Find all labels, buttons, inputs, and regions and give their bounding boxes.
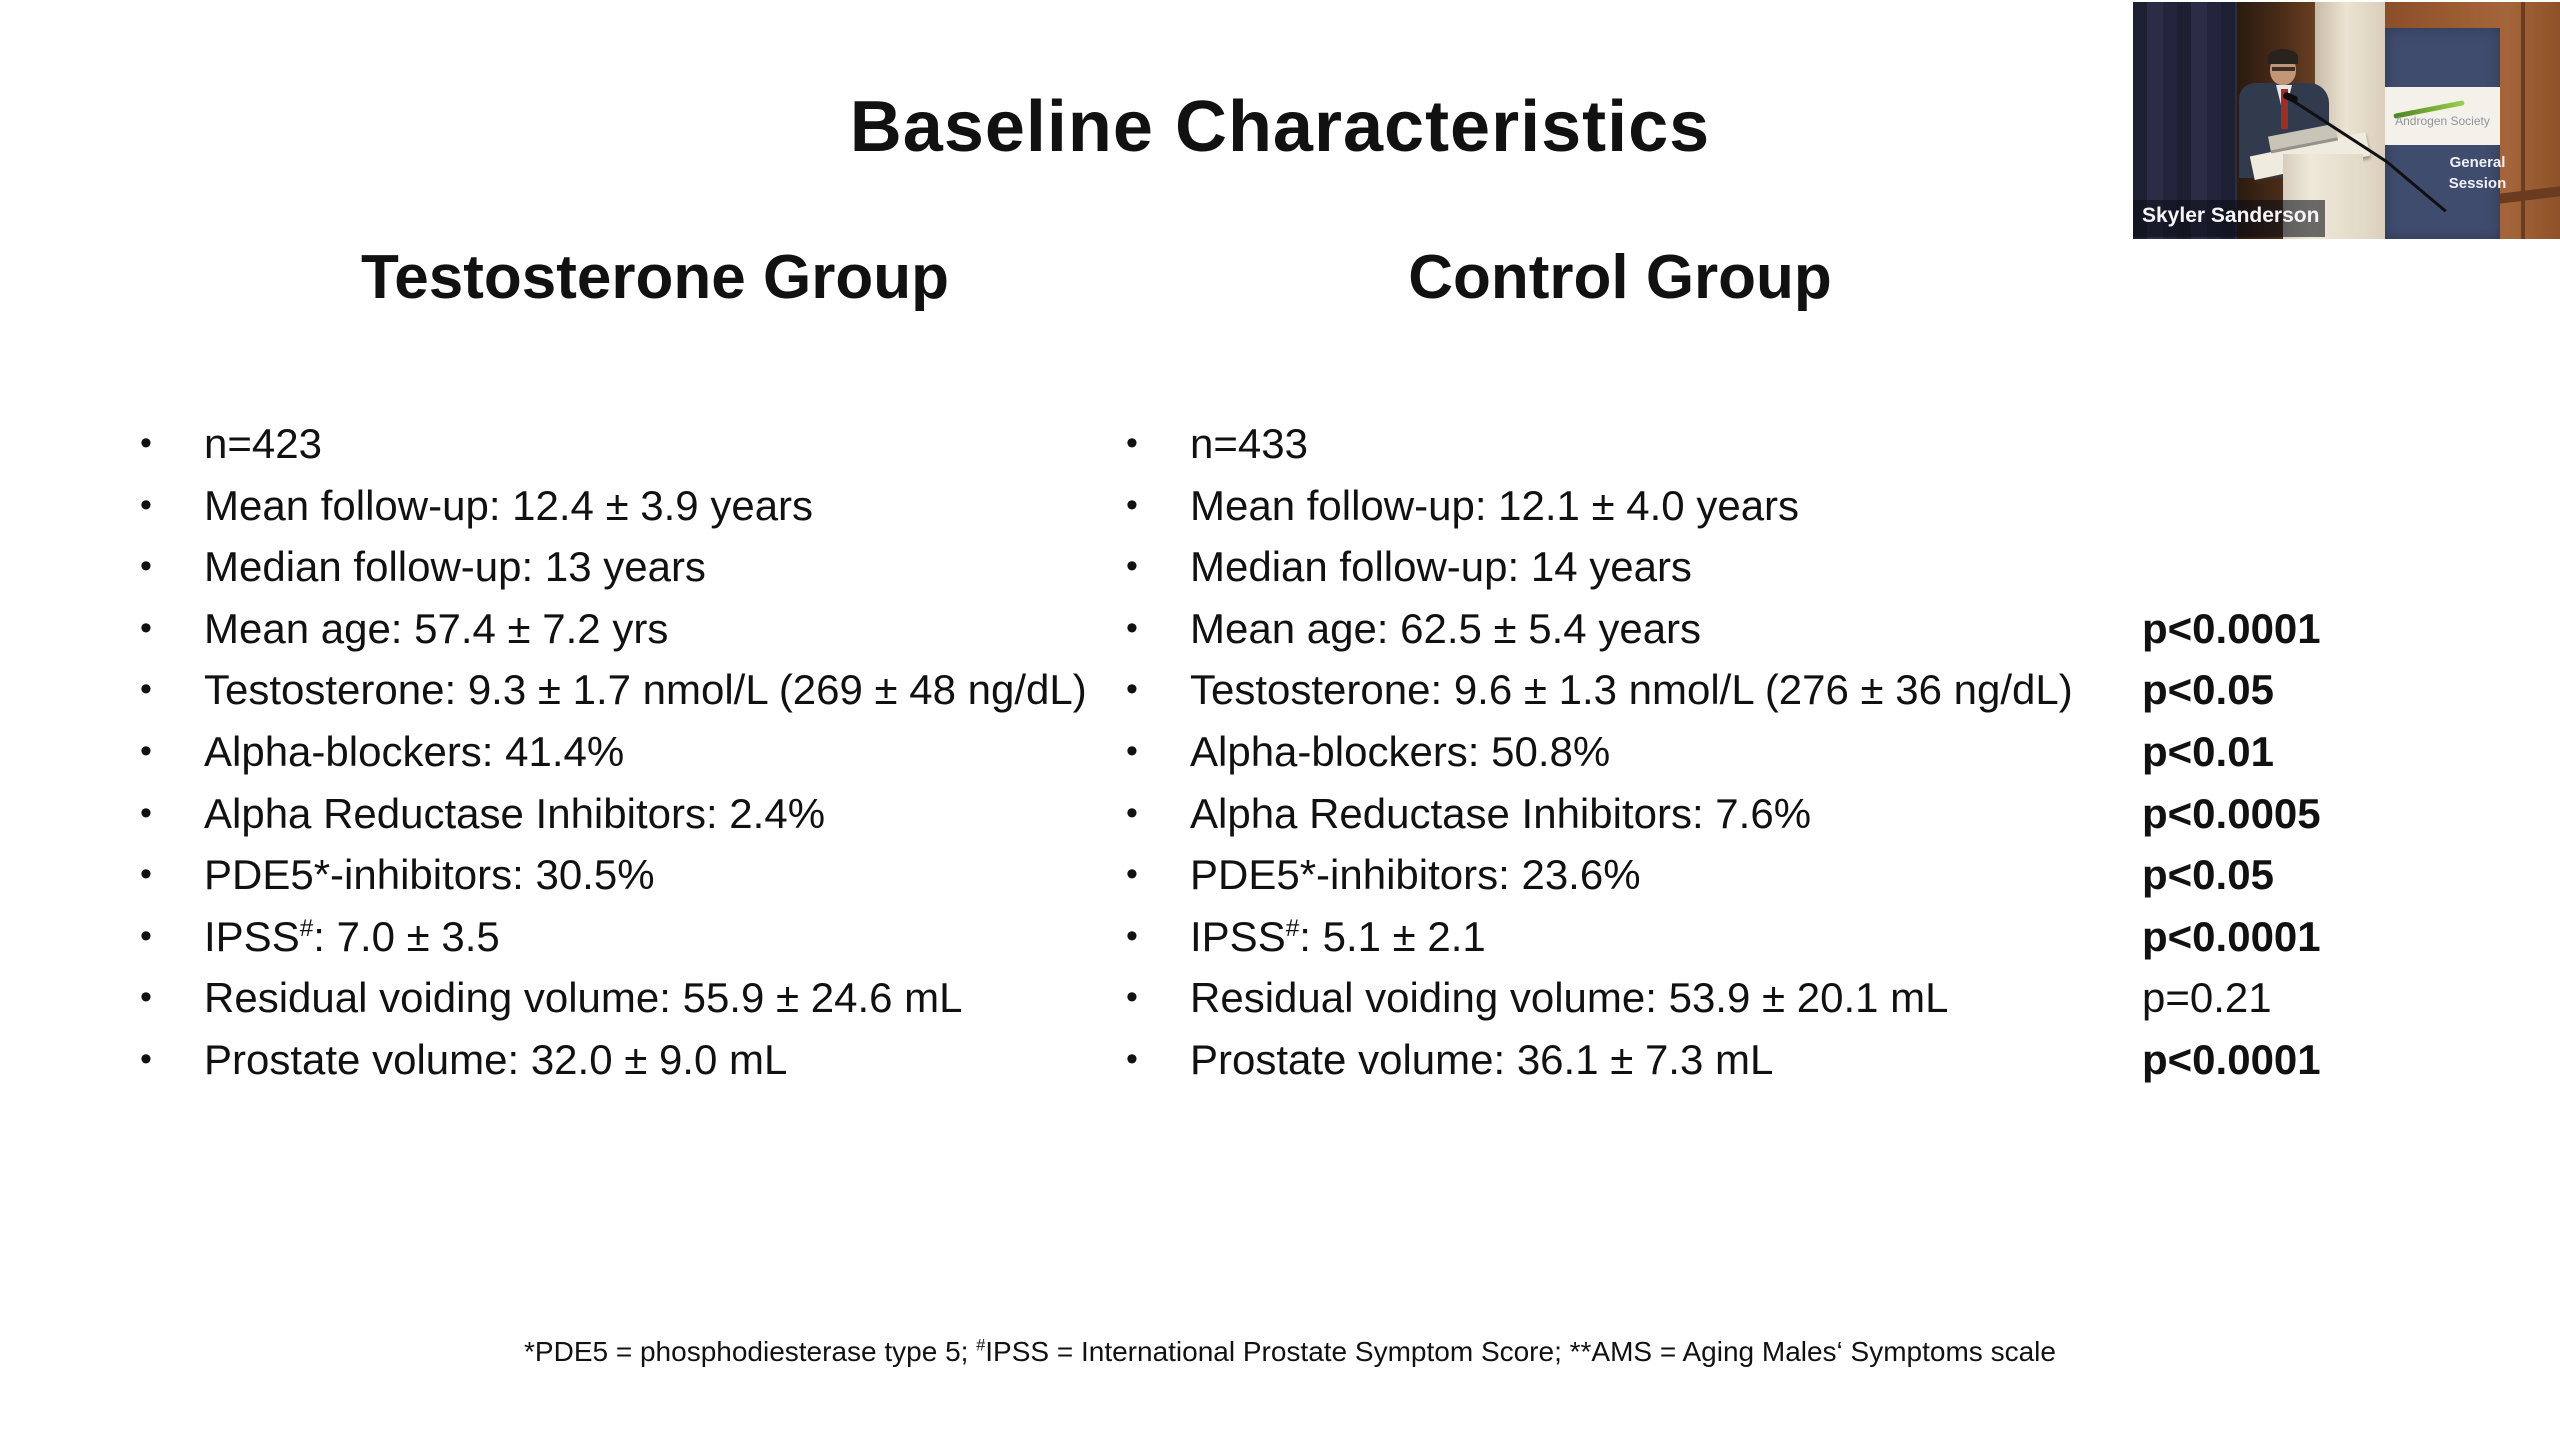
bullet-item: • Mean age: 62.5 ± 5.4 years	[1126, 598, 2073, 660]
bullet-icon: •	[1126, 608, 1138, 647]
bullet-item: • Testosterone: 9.6 ± 1.3 nmol/L (276 ± 3…	[1126, 659, 2073, 721]
column-heading-testosterone: Testosterone Group	[361, 243, 949, 312]
bullet-text: Mean age: 62.5 ± 5.4 years	[1190, 604, 1702, 652]
bullet-item: • Alpha Reductase Inhibitors: 2.4%	[140, 783, 1087, 845]
pvalue: p<0.05	[2142, 666, 2274, 714]
bullet-text: PDE5*-inhibitors: 23.6%	[1190, 851, 1641, 899]
bullet-item: • Median follow-up: 14 years	[1126, 536, 2073, 598]
bullet-icon: •	[1126, 916, 1138, 955]
wood-panel-seam	[2521, 2, 2525, 239]
bullet-item: • Residual voiding volume: 55.9 ± 24.6 mL	[140, 967, 1087, 1029]
bullet-icon: •	[140, 608, 152, 647]
testosterone-bullet-list: • n=423 • Mean follow-up: 12.4 ± 3.9 years •…	[140, 413, 1087, 1091]
pvalue: p<0.05	[2142, 851, 2274, 899]
pvalue-spacer	[2142, 536, 2321, 598]
bullet-icon: •	[140, 731, 152, 770]
bullet-item: • Prostate volume: 36.1 ± 7.3 mL	[1126, 1029, 2073, 1091]
bullet-item: • IPSS#: 7.0 ± 3.5	[140, 906, 1087, 968]
bullet-item: • Mean follow-up: 12.1 ± 4.0 years	[1126, 475, 2073, 537]
footnote: *PDE5 = phosphodiesterase type 5; #IPSS …	[524, 1336, 2056, 1367]
bullet-item: • Alpha-blockers: 41.4%	[140, 721, 1087, 783]
bullet-text: Testosterone: 9.6 ± 1.3 nmol/L (276 ± 36…	[1190, 666, 2073, 714]
bullet-icon: •	[1126, 731, 1138, 770]
bullet-item: • PDE5*-inhibitors: 30.5%	[140, 844, 1087, 906]
pvalue: p<0.0005	[2142, 789, 2321, 837]
conference-banner: Androgen Society General Session	[2385, 28, 2506, 239]
bullet-item: • Alpha Reductase Inhibitors: 7.6%	[1126, 783, 2073, 845]
bullet-item: • Alpha-blockers: 50.8%	[1126, 721, 2073, 783]
bullet-icon: •	[1126, 978, 1138, 1017]
bullet-item: • IPSS#: 5.1 ± 2.1	[1126, 906, 2073, 968]
bullet-icon: •	[140, 547, 152, 586]
bullet-item: • Mean follow-up: 12.4 ± 3.9 years	[140, 475, 1087, 537]
bullet-text: Alpha Reductase Inhibitors: 2.4%	[204, 789, 826, 837]
bullet-icon: •	[140, 855, 152, 894]
bullet-item: • n=433	[1126, 413, 2073, 475]
pvalue-spacer	[2142, 413, 2321, 475]
speaker-tie	[2281, 89, 2288, 129]
bullet-text: PDE5*-inhibitors: 30.5%	[204, 851, 655, 899]
banner-session-text: General Session	[2448, 154, 2507, 192]
bullet-text: IPSS#: 7.0 ± 3.5	[204, 912, 500, 960]
bullet-icon: •	[1126, 793, 1138, 832]
bullet-text: n=423	[204, 420, 322, 467]
bullet-item: • n=423	[140, 413, 1087, 475]
bullet-item: • Residual voiding volume: 53.9 ± 20.1 mL	[1126, 967, 2073, 1029]
bullet-text: Alpha-blockers: 41.4%	[204, 727, 625, 775]
pvalue: p<0.01	[2142, 727, 2274, 775]
bullet-text: Median follow-up: 14 years	[1190, 543, 1692, 591]
bullet-text: Prostate volume: 36.1 ± 7.3 mL	[1190, 1035, 1774, 1083]
pvalue: p<0.0001	[2142, 912, 2321, 960]
bullet-text: Residual voiding volume: 55.9 ± 24.6 mL	[204, 974, 963, 1022]
bullet-text: Residual voiding volume: 53.9 ± 20.1 mL	[1190, 974, 1949, 1022]
bullet-item: • Testosterone: 9.3 ± 1.7 nmol/L (269 ± 4…	[140, 659, 1087, 721]
bullet-icon: •	[140, 793, 152, 832]
bullet-item: • Mean age: 57.4 ± 7.2 yrs	[140, 598, 1087, 660]
bullet-text: Mean follow-up: 12.4 ± 3.9 years	[204, 481, 814, 529]
bullet-text: Alpha-blockers: 50.8%	[1190, 727, 1611, 775]
bullet-icon: •	[140, 978, 152, 1017]
bullet-text: Mean follow-up: 12.1 ± 4.0 years	[1190, 481, 1800, 529]
stage-curtain	[2133, 2, 2237, 239]
bullet-item: • Median follow-up: 13 years	[140, 536, 1087, 598]
bullet-icon: •	[140, 424, 152, 462]
bullet-text: Alpha Reductase Inhibitors: 7.6%	[1190, 789, 1812, 837]
bullet-icon: •	[140, 1039, 152, 1078]
bullet-text: Prostate volume: 32.0 ± 9.0 mL	[204, 1035, 788, 1083]
bullet-icon: •	[1126, 855, 1138, 894]
speaker-name: Skyler Sanderson	[2142, 204, 2320, 227]
bullet-text: IPSS#: 5.1 ± 2.1	[1190, 912, 1486, 960]
speaker-hair	[2268, 49, 2298, 64]
bullet-icon: •	[140, 670, 152, 709]
pvalue: p<0.0001	[2142, 604, 2321, 652]
bullet-item: • PDE5*-inhibitors: 23.6%	[1126, 844, 2073, 906]
speaker-name-label: Skyler Sanderson	[2133, 200, 2325, 237]
bullet-icon: •	[1126, 547, 1138, 586]
control-bullet-list: • n=433 • Mean follow-up: 12.1 ± 4.0 years •…	[1126, 413, 2073, 1091]
pvalue: p<0.0001	[2142, 1035, 2321, 1083]
bullet-text: Mean age: 57.4 ± 7.2 yrs	[204, 604, 669, 652]
banner-logo-panel: Androgen Society	[2385, 87, 2500, 145]
bullet-text: n=433	[1190, 420, 1308, 467]
pvalue: p=0.21	[2142, 974, 2272, 1022]
slide-title: Baseline Characteristics	[849, 87, 1711, 168]
bullet-icon: •	[140, 916, 152, 955]
banner-org-name: Androgen Society	[2395, 114, 2490, 128]
pvalue-spacer	[2142, 475, 2321, 537]
bullet-item: • Prostate volume: 32.0 ± 9.0 mL	[140, 1029, 1087, 1091]
bullet-text: Testosterone: 9.3 ± 1.7 nmol/L (269 ± 48…	[204, 666, 1087, 714]
bullet-icon: •	[1126, 670, 1138, 709]
column-heading-control: Control Group	[1408, 243, 1832, 312]
speaker-glasses	[2272, 67, 2295, 71]
bullet-icon: •	[1126, 485, 1138, 524]
speaker-video-feed[interactable]: Androgen Society General Session Skyler …	[2133, 2, 2560, 239]
bullet-icon: •	[1126, 1039, 1138, 1078]
bullet-text: Median follow-up: 13 years	[204, 543, 706, 591]
bullet-icon: •	[140, 485, 152, 524]
pvalue-column: p<0.0001 p<0.05 p<0.01 p<0.0005 p<0.05 p<0.00…	[2142, 413, 2321, 1091]
bullet-icon: •	[1126, 424, 1138, 462]
